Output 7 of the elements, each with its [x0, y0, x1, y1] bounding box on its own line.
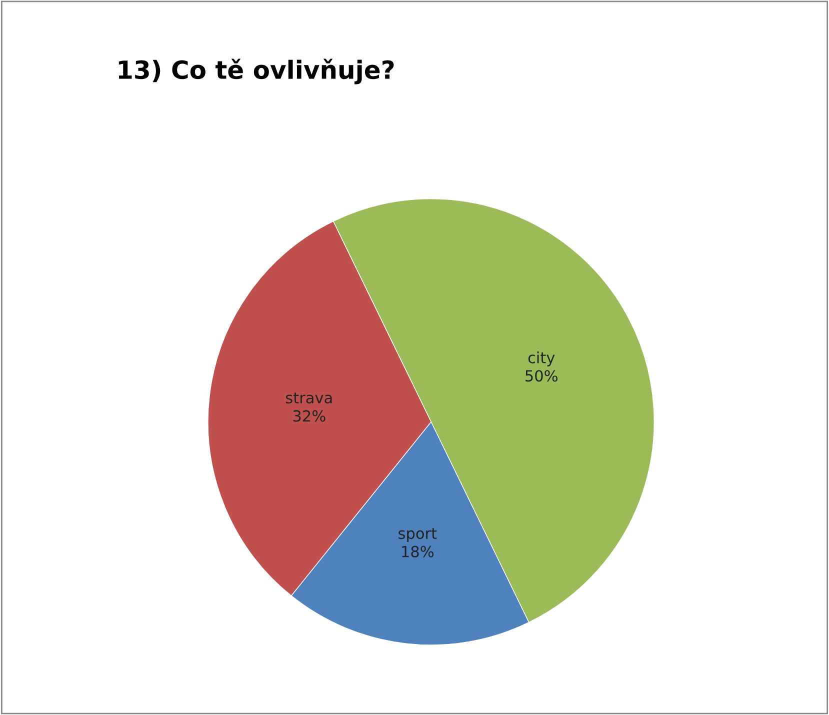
slice-label: city [528, 352, 555, 366]
slice-label: sport [398, 528, 437, 542]
data-label: 50% [526, 370, 558, 382]
data-label: 32% [293, 410, 326, 422]
slice-label: strava [286, 392, 332, 404]
data-label: 18% [402, 546, 434, 558]
chart-title: 13) Co tě ovlivňuje? [118, 58, 394, 84]
